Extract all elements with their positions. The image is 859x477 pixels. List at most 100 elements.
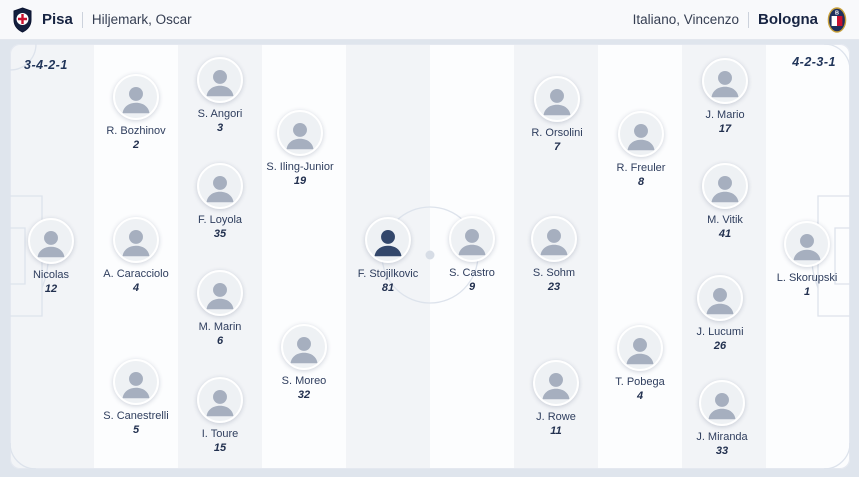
player-name: J. Lucumi <box>696 326 744 338</box>
player-number: 7 <box>553 141 561 153</box>
player-name: R. Bozhinov <box>106 125 166 137</box>
player-name: S. Moreo <box>281 375 327 387</box>
player-photo <box>702 163 748 209</box>
player-name: J. Miranda <box>696 431 748 443</box>
player-name: F. Stojilkovic <box>357 268 419 280</box>
player-away[interactable]: J. Rowe 11 <box>496 360 616 437</box>
away-team-name[interactable]: Bologna <box>758 11 818 28</box>
player-photo <box>197 377 243 423</box>
player-home[interactable]: F. Loyola 35 <box>160 163 280 240</box>
player-photo <box>784 221 830 267</box>
divider <box>748 11 749 28</box>
player-photo <box>533 360 579 406</box>
player-number: 15 <box>213 442 227 454</box>
player-name: M. Vitik <box>707 214 743 226</box>
svg-text:B: B <box>835 10 839 16</box>
player-photo <box>277 110 323 156</box>
pisa-crest-icon[interactable] <box>12 6 33 33</box>
player-number: 41 <box>718 228 732 240</box>
player-photo <box>197 163 243 209</box>
player-name: S. Angori <box>197 108 243 120</box>
player-number: 3 <box>216 122 224 134</box>
player-number: 4 <box>132 282 140 294</box>
player-number: 11 <box>550 425 562 437</box>
player-number: 81 <box>381 282 395 294</box>
player-number: 19 <box>293 175 307 187</box>
player-number: 5 <box>132 424 140 436</box>
player-away[interactable]: R. Freuler 8 <box>581 111 701 188</box>
player-away[interactable]: J. Lucumi 26 <box>660 275 780 352</box>
player-photo <box>699 380 745 426</box>
away-formation-label: 4-2-3-1 <box>792 55 836 69</box>
player-home[interactable]: M. Marin 6 <box>160 270 280 347</box>
player-name: A. Caracciolo <box>103 268 169 280</box>
player-photo <box>365 217 411 263</box>
player-photo <box>197 57 243 103</box>
player-home[interactable]: R. Bozhinov 2 <box>76 74 196 151</box>
player-name: S. Castro <box>449 267 495 279</box>
player-photo <box>534 76 580 122</box>
player-home[interactable]: A. Caracciolo 4 <box>76 217 196 294</box>
player-away[interactable]: S. Castro 9 <box>412 216 532 293</box>
player-away[interactable]: M. Vitik 41 <box>665 163 785 240</box>
player-number: 35 <box>213 228 227 240</box>
player-away[interactable]: R. Orsolini 7 <box>497 76 617 153</box>
player-number: 23 <box>547 281 561 293</box>
player-photo <box>113 217 159 263</box>
player-away[interactable]: J. Miranda 33 <box>662 380 782 457</box>
away-coach-name: Italiano, Vincenzo <box>632 12 739 27</box>
player-photo <box>28 218 74 264</box>
player-away[interactable]: S. Sohm 23 <box>494 216 614 293</box>
bologna-crest-icon[interactable]: B <box>827 6 847 33</box>
player-photo <box>281 324 327 370</box>
player-photo <box>697 275 743 321</box>
player-home[interactable]: S. Iling-Junior 19 <box>240 110 360 187</box>
player-photo <box>113 359 159 405</box>
player-number: 33 <box>715 445 729 457</box>
player-photo <box>449 216 495 262</box>
player-name: T. Pobega <box>615 376 665 388</box>
player-number: 9 <box>468 281 476 293</box>
home-formation-label: 3-4-2-1 <box>24 58 68 72</box>
player-number: 32 <box>297 389 311 401</box>
player-name: F. Loyola <box>197 214 243 226</box>
player-home[interactable]: I. Toure 15 <box>160 377 280 454</box>
center-spot <box>425 250 435 260</box>
player-number: 12 <box>44 283 58 295</box>
player-home[interactable]: F. Stojilkovic 81 <box>328 217 448 294</box>
player-photo <box>531 216 577 262</box>
player-number: 26 <box>713 340 727 352</box>
player-photo <box>618 111 664 157</box>
player-name: Nicolas <box>32 269 70 281</box>
lineup-header: Pisa Hiljemark, Oscar Italiano, Vincenzo… <box>0 0 859 40</box>
player-name: S. Sohm <box>532 267 576 279</box>
player-name: R. Orsolini <box>531 127 583 139</box>
player-name: J. Mario <box>705 109 745 121</box>
player-home[interactable]: S. Moreo 32 <box>244 324 364 401</box>
player-name: S. Canestrelli <box>103 410 169 422</box>
player-away[interactable]: L. Skorupski 1 <box>747 221 850 298</box>
player-name: J. Rowe <box>536 411 576 423</box>
home-coach-name: Hiljemark, Oscar <box>91 12 192 27</box>
player-number: 1 <box>803 286 811 298</box>
player-number: 4 <box>636 390 644 402</box>
away-team-header: Italiano, Vincenzo Bologna B <box>632 6 847 33</box>
player-name: R. Freuler <box>616 162 666 174</box>
player-home[interactable]: S. Angori 3 <box>160 57 280 134</box>
player-away[interactable]: J. Mario 17 <box>665 58 785 135</box>
player-photo <box>702 58 748 104</box>
player-number: 6 <box>216 335 224 347</box>
player-name: I. Toure <box>201 428 239 440</box>
home-team-name[interactable]: Pisa <box>42 11 73 28</box>
player-photo <box>197 270 243 316</box>
player-photo <box>617 325 663 371</box>
player-home[interactable]: S. Canestrelli 5 <box>76 359 196 436</box>
player-name: M. Marin <box>198 321 242 333</box>
player-number: 2 <box>132 139 140 151</box>
player-home[interactable]: Nicolas 12 <box>10 218 111 295</box>
home-team-header: Pisa Hiljemark, Oscar <box>12 6 192 33</box>
player-away[interactable]: T. Pobega 4 <box>580 325 700 402</box>
player-name: L. Skorupski <box>776 272 838 284</box>
football-pitch: 3-4-2-1 4-2-3-1 Nicolas 12 R. Bozhinov 2 A. … <box>10 44 850 469</box>
